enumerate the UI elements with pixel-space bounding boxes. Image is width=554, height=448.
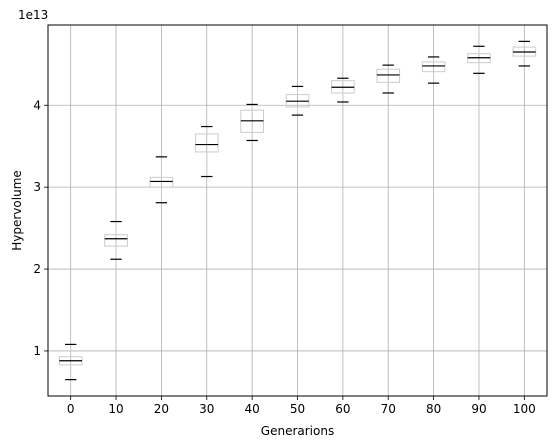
x-axis-label: Generarions — [261, 424, 334, 438]
box-group — [149, 156, 174, 204]
x-tick-label: 100 — [513, 402, 536, 416]
y-tick-label: 2 — [33, 262, 41, 276]
box-group — [467, 45, 491, 74]
y-axis-offset-label: 1e13 — [18, 8, 48, 22]
y-axis-label: Hypervolume — [10, 170, 24, 251]
y-tick-label: 3 — [33, 180, 41, 194]
x-tick-label: 60 — [335, 402, 350, 416]
x-tick-label: 70 — [381, 402, 396, 416]
x-tick-label: 0 — [67, 402, 75, 416]
box-group — [512, 40, 537, 67]
box-group — [194, 125, 219, 178]
box-series — [58, 40, 537, 381]
y-tick-label: 4 — [33, 98, 41, 112]
box-group — [421, 56, 446, 84]
grid-lines — [48, 25, 547, 396]
x-tick-label: 90 — [471, 402, 486, 416]
x-tick-label: 50 — [290, 402, 305, 416]
box-group — [104, 220, 128, 260]
y-tick-label: 1 — [33, 344, 41, 358]
x-tick-label: 30 — [199, 402, 214, 416]
box-group — [285, 85, 310, 116]
box-group — [240, 103, 264, 142]
x-tick-label: 10 — [108, 402, 123, 416]
x-tick-label: 40 — [244, 402, 259, 416]
x-tick-label: 80 — [426, 402, 441, 416]
box-group — [58, 343, 83, 381]
axis-ticks: 0 10 20 30 40 50 60 70 80 90 100 1 2 3 4 — [33, 98, 535, 416]
box-group — [376, 64, 401, 94]
box-group — [331, 77, 355, 103]
x-tick-label: 20 — [154, 402, 169, 416]
